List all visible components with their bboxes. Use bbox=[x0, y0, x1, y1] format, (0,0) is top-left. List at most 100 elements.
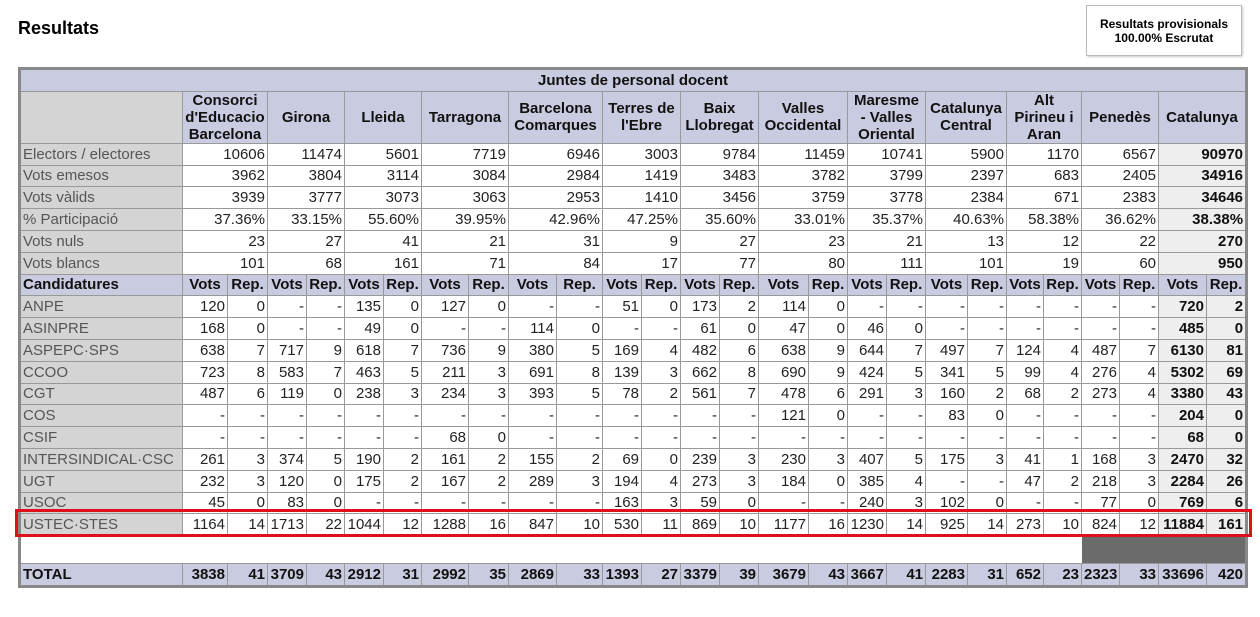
candidature-value: 4 bbox=[1043, 360, 1082, 384]
candidature-value: - bbox=[967, 426, 1007, 449]
summary-value: 77 bbox=[680, 251, 759, 275]
candidature-row: UGT 232 3 120 0 175 2 167 2 289 3 194 4 273 3 184 0 385 4-… bbox=[19, 469, 1248, 493]
candidature-value: 190 bbox=[344, 447, 384, 471]
summary-value: 84 bbox=[508, 251, 603, 275]
summary-value: 5900 bbox=[925, 142, 1007, 166]
total-value: 2323 bbox=[1081, 563, 1120, 587]
candidature-value: 3 bbox=[227, 447, 268, 471]
row-label: USOC bbox=[19, 491, 183, 515]
candidature-value: - bbox=[556, 295, 603, 319]
rep-header: Rep. bbox=[1205, 273, 1248, 297]
row-label: % Participació bbox=[19, 208, 183, 231]
candidature-value: 3 bbox=[886, 382, 926, 406]
candidature-value: 1713 bbox=[267, 513, 307, 537]
rep-header: Rep. bbox=[556, 273, 603, 297]
candidature-value: - bbox=[267, 317, 307, 340]
summary-value: 270 bbox=[1157, 229, 1248, 253]
candidature-value: 2 bbox=[383, 469, 422, 493]
region-header: Terres de l'Ebre bbox=[602, 90, 681, 144]
candidature-value: 7 bbox=[1119, 338, 1159, 362]
candidature-value: 0 bbox=[468, 426, 509, 449]
summary-value: 3799 bbox=[847, 164, 926, 188]
candidature-row: COS - - - - - - - - - - - - - -121 0- -83 0- - - -204 0 bbox=[19, 404, 1248, 428]
summary-value: 111 bbox=[847, 251, 926, 275]
candidature-value: 7 bbox=[719, 382, 759, 406]
candidature-value: 424 bbox=[847, 360, 887, 384]
candidature-value: 61 bbox=[680, 317, 720, 340]
summary-value: 23 bbox=[758, 229, 848, 253]
candidature-value: - bbox=[1119, 426, 1159, 449]
candidature-value: 3 bbox=[641, 360, 681, 384]
summary-value: 3939 bbox=[182, 186, 268, 210]
row-label: Vots nuls bbox=[19, 229, 183, 253]
status-line: 100.00% Escrutat bbox=[1114, 31, 1214, 45]
summary-value: 3759 bbox=[758, 186, 848, 210]
candidature-value: 14 bbox=[227, 513, 268, 537]
candidature-value: 2 bbox=[383, 447, 422, 471]
candidature-value: 2470 bbox=[1158, 447, 1207, 471]
summary-value: 12 bbox=[1006, 229, 1082, 253]
candidature-value: 720 bbox=[1158, 295, 1207, 319]
candidature-value: - bbox=[1043, 426, 1082, 449]
summary-value: 21 bbox=[847, 229, 926, 253]
candidature-value: 4 bbox=[1119, 360, 1159, 384]
candidature-value: 69 bbox=[1205, 360, 1248, 384]
summary-value: 37.36% bbox=[182, 208, 268, 231]
candidature-value: 161 bbox=[421, 447, 469, 471]
summary-value: 683 bbox=[1006, 164, 1082, 188]
candidature-value: 11 bbox=[641, 513, 681, 537]
row-label: UGT bbox=[19, 469, 183, 493]
candidature-value: 168 bbox=[182, 317, 228, 340]
summary-value: 31 bbox=[508, 229, 603, 253]
vots-header: Vots bbox=[344, 273, 384, 297]
candidature-value: 393 bbox=[508, 382, 557, 406]
summary-value: 3114 bbox=[344, 164, 422, 188]
candidature-value: 83 bbox=[925, 404, 968, 428]
candidature-value: 46 bbox=[847, 317, 887, 340]
candidature-value: - bbox=[886, 426, 926, 449]
candidature-value: - bbox=[641, 426, 681, 449]
summary-value: 71 bbox=[421, 251, 509, 275]
candidature-value: 99 bbox=[1006, 360, 1044, 384]
candidature-value: 3 bbox=[227, 469, 268, 493]
candidature-value: 2 bbox=[556, 447, 603, 471]
total-value: 31 bbox=[383, 563, 422, 587]
candidature-value: - bbox=[1081, 317, 1120, 340]
total-value: 3838 bbox=[182, 563, 228, 587]
total-value: 33696 bbox=[1158, 563, 1207, 587]
total-value: 43 bbox=[808, 563, 848, 587]
summary-value: 3003 bbox=[602, 142, 681, 166]
total-label: TOTAL bbox=[19, 563, 183, 587]
candidature-value: 175 bbox=[344, 469, 384, 493]
candidature-value: 124 bbox=[1006, 338, 1044, 362]
candidature-value: 8 bbox=[719, 360, 759, 384]
summary-value: 671 bbox=[1006, 186, 1082, 210]
row-label: Vots emesos bbox=[19, 164, 183, 188]
candidature-value: - bbox=[602, 317, 642, 340]
summary-value: 47.25% bbox=[602, 208, 681, 231]
summary-value: 9 bbox=[602, 229, 681, 253]
candidature-value: 482 bbox=[680, 338, 720, 362]
summary-value: 161 bbox=[344, 251, 422, 275]
candidature-value: - bbox=[680, 426, 720, 449]
candidature-value: 662 bbox=[680, 360, 720, 384]
total-row: TOTAL 3838 41 3709 43 2912 31 2992 35 2869 33 1393 2… bbox=[19, 563, 1248, 587]
summary-value: 3456 bbox=[680, 186, 759, 210]
total-value: 33 bbox=[556, 563, 603, 587]
region-header-row: Consorci d'Educacio Barcelona Girona Lleid… bbox=[19, 90, 1248, 144]
region-header: Tarragona bbox=[421, 90, 509, 144]
candidature-value: - bbox=[306, 317, 345, 340]
summary-value: 10606 bbox=[182, 142, 268, 166]
candidature-value: 638 bbox=[758, 338, 809, 362]
candidature-value: - bbox=[1043, 295, 1082, 319]
candidature-value: 487 bbox=[182, 382, 228, 406]
candidature-value: 618 bbox=[344, 338, 384, 362]
candidature-value: 69 bbox=[602, 447, 642, 471]
summary-value: 3804 bbox=[267, 164, 345, 188]
gap-shade bbox=[1081, 535, 1247, 564]
candidature-value: - bbox=[847, 404, 887, 428]
total-value: 1393 bbox=[602, 563, 642, 587]
candidature-value: 1230 bbox=[847, 513, 887, 537]
candidature-value: 239 bbox=[680, 447, 720, 471]
